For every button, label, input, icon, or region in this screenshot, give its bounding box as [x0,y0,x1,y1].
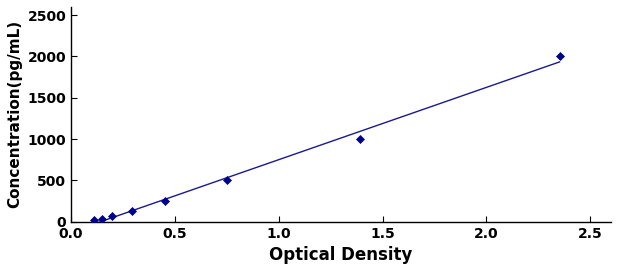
X-axis label: Optical Density: Optical Density [269,246,413,264]
Y-axis label: Concentration(pg/mL): Concentration(pg/mL) [7,20,22,208]
